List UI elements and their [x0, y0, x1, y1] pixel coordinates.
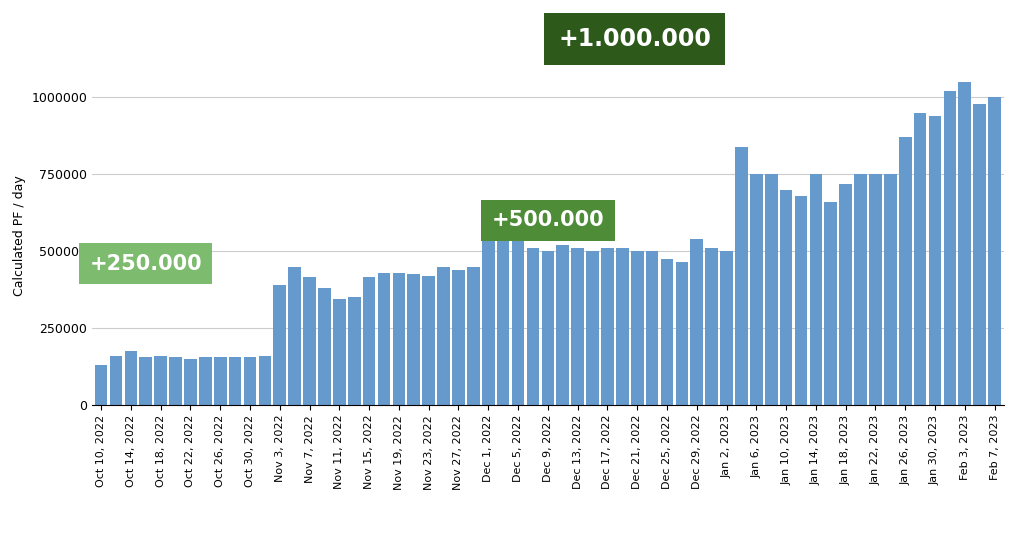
Bar: [378, 273, 390, 405]
Bar: [929, 116, 941, 405]
Bar: [228, 357, 242, 405]
Bar: [899, 138, 911, 405]
Bar: [988, 97, 1000, 405]
Bar: [556, 245, 569, 405]
Bar: [720, 251, 733, 405]
Bar: [392, 273, 406, 405]
Bar: [810, 174, 822, 405]
Bar: [110, 356, 122, 405]
Y-axis label: Calculated PF / day: Calculated PF / day: [13, 175, 26, 296]
Bar: [765, 174, 777, 405]
Bar: [303, 278, 316, 405]
Bar: [482, 228, 495, 405]
Bar: [706, 248, 718, 405]
Text: +500.000: +500.000: [492, 210, 604, 230]
Bar: [348, 297, 360, 405]
Bar: [824, 202, 837, 405]
Bar: [333, 299, 346, 405]
Bar: [526, 248, 540, 405]
Bar: [408, 274, 420, 405]
Bar: [453, 270, 465, 405]
Bar: [362, 278, 376, 405]
Bar: [542, 251, 554, 405]
Text: +250.000: +250.000: [89, 254, 202, 274]
Bar: [467, 266, 479, 405]
Bar: [943, 91, 956, 405]
Bar: [795, 196, 807, 405]
Bar: [735, 147, 748, 405]
Bar: [199, 357, 212, 405]
Bar: [139, 357, 153, 405]
Bar: [437, 266, 450, 405]
Bar: [884, 174, 897, 405]
Bar: [125, 351, 137, 405]
Bar: [631, 251, 643, 405]
Bar: [616, 248, 629, 405]
Bar: [273, 285, 286, 405]
Bar: [974, 104, 986, 405]
Bar: [184, 359, 197, 405]
Bar: [586, 251, 599, 405]
Bar: [169, 357, 182, 405]
Bar: [155, 356, 167, 405]
Bar: [259, 356, 271, 405]
Bar: [512, 233, 524, 405]
Bar: [676, 262, 688, 405]
Bar: [244, 357, 256, 405]
Bar: [214, 357, 226, 405]
Text: +1.000.000: +1.000.000: [558, 27, 712, 51]
Bar: [690, 239, 703, 405]
Bar: [601, 248, 613, 405]
Bar: [422, 276, 435, 405]
Bar: [318, 288, 331, 405]
Bar: [289, 266, 301, 405]
Bar: [750, 174, 763, 405]
Bar: [958, 82, 971, 405]
Bar: [840, 184, 852, 405]
Bar: [779, 190, 793, 405]
Bar: [646, 251, 658, 405]
Bar: [913, 113, 927, 405]
Bar: [571, 248, 584, 405]
Bar: [869, 174, 882, 405]
Bar: [497, 220, 510, 405]
Bar: [854, 174, 867, 405]
Bar: [95, 365, 108, 405]
Bar: [660, 259, 674, 405]
